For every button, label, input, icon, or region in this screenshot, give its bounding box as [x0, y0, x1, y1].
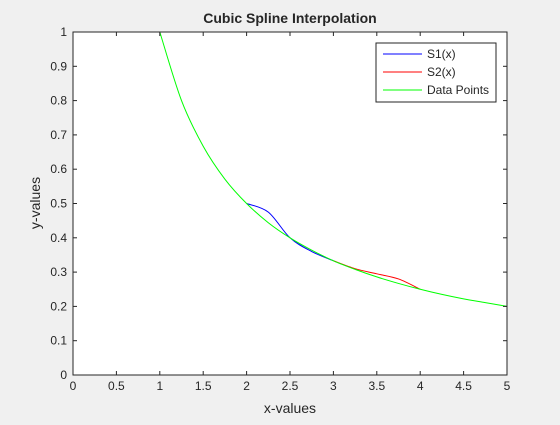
x-tick-label: 2 — [243, 379, 250, 393]
x-tick-label: 1 — [156, 379, 163, 393]
y-tick-label: 0.4 — [50, 231, 67, 245]
legend-label: S1(x) — [427, 47, 456, 61]
x-tick-label: 1.5 — [195, 379, 212, 393]
y-axis-label: y-values — [27, 177, 43, 229]
y-tick-label: 0.2 — [50, 299, 67, 313]
x-tick-label: 5 — [504, 379, 511, 393]
x-tick-label: 4 — [417, 379, 424, 393]
x-tick-label: 3 — [330, 379, 337, 393]
y-tick-label: 1 — [60, 25, 67, 39]
y-tick-label: 0.8 — [50, 94, 67, 108]
y-tick-label: 0.6 — [50, 162, 67, 176]
legend: S1(x) S2(x) Data Points — [375, 42, 497, 103]
x-tick-label: 4.5 — [455, 379, 472, 393]
x-tick-label: 0.5 — [108, 379, 125, 393]
legend-label: S2(x) — [427, 65, 456, 79]
y-tick-label: 0.9 — [50, 59, 67, 73]
y-tick-label: 0.1 — [50, 334, 67, 348]
x-axis-ticks: 0 0.5 1 1.5 2 2.5 3 3.5 4 4.5 5 — [70, 32, 511, 393]
x-axis-label: x-values — [264, 400, 316, 416]
legend-label: Data Points — [427, 83, 489, 97]
x-tick-label: 3.5 — [368, 379, 385, 393]
y-tick-label: 0.5 — [50, 197, 67, 211]
y-axis-ticks: 0 0.1 0.2 0.3 0.4 0.5 0.6 0.7 0.8 0.9 1 — [50, 25, 507, 382]
chart-title: Cubic Spline Interpolation — [203, 10, 376, 26]
series-layer — [159, 31, 508, 307]
y-tick-label: 0 — [60, 368, 67, 382]
x-tick-label: 0 — [70, 379, 77, 393]
series-line-data-points — [159, 31, 508, 307]
y-tick-label: 0.7 — [50, 128, 67, 142]
x-tick-label: 2.5 — [282, 379, 299, 393]
y-tick-label: 0.3 — [50, 265, 67, 279]
